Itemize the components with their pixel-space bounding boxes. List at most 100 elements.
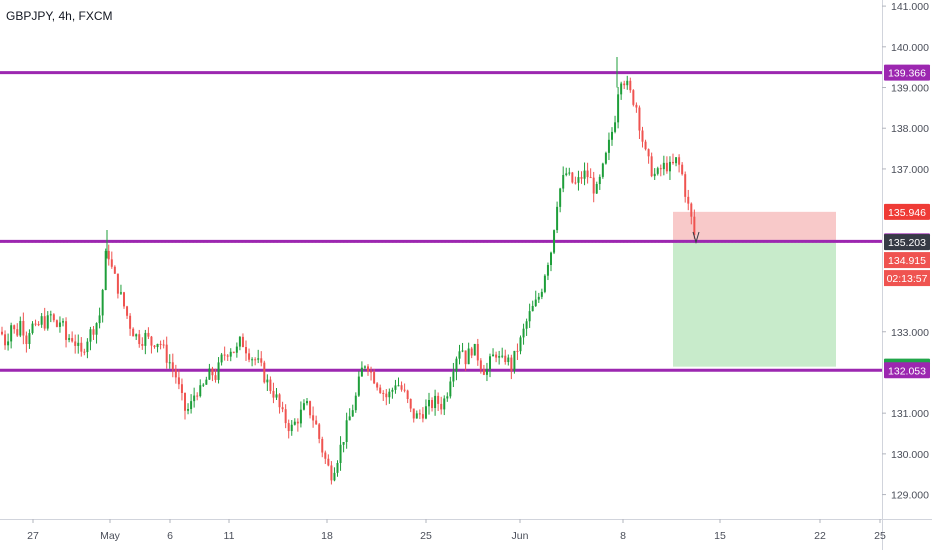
candle-body (135, 334, 138, 337)
symbol-title[interactable]: GBPJPY, 4h, FXCM (6, 9, 113, 23)
candle-body (132, 328, 135, 337)
candle-body (232, 351, 235, 353)
candle-body (123, 292, 125, 307)
candle-body (501, 355, 504, 357)
candle-body (647, 149, 650, 157)
candle-body (80, 342, 83, 352)
candle-body (546, 265, 549, 276)
price-axis[interactable]: 129.000 130.000 131.000 133.000 137.000 138.0… (882, 0, 929, 550)
candle-body (562, 174, 565, 189)
price-tick-label: 133.000 (891, 327, 929, 339)
down-arrow-icon (692, 231, 700, 244)
candle-body (284, 409, 287, 424)
candle-body (623, 83, 626, 86)
candle-body (431, 400, 434, 409)
time-axis[interactable]: 27 May 6 11 18 25 Jun 8 15 22 25 (0, 519, 932, 542)
candle-body (559, 188, 562, 207)
candle-body (650, 156, 653, 177)
candle-body (479, 360, 482, 370)
candle-body (586, 170, 589, 178)
candle-body (675, 157, 678, 164)
time-tick-label: 25 (420, 530, 432, 542)
countdown-price-tag (884, 252, 930, 269)
candle-body (241, 336, 244, 348)
candle-body (4, 334, 7, 346)
candle-body (71, 338, 74, 342)
candle-body (235, 346, 238, 353)
candle-body (159, 343, 162, 345)
candle-body (211, 368, 214, 376)
price-tick-label: 130.000 (891, 449, 929, 461)
candle-body (205, 379, 208, 385)
candle-body (382, 392, 385, 394)
candle-body (345, 420, 348, 443)
candle-body (348, 416, 351, 421)
candle-body (458, 351, 461, 359)
candle-body (632, 90, 635, 105)
candle-body (248, 353, 251, 360)
candle-body (52, 314, 55, 321)
candle-body (113, 266, 116, 274)
candle-body (611, 131, 613, 140)
candle-body (363, 366, 366, 368)
candle-body (668, 161, 671, 172)
candle-body (620, 83, 623, 95)
candle-body (434, 395, 437, 409)
time-tick-label: 8 (620, 530, 626, 542)
candle-body (260, 358, 263, 363)
candle-body (193, 395, 196, 402)
candle-body (601, 163, 604, 177)
stop-loss-price-tag-label: 135.946 (888, 207, 926, 219)
candle-body (217, 362, 220, 380)
candle-body (482, 369, 485, 375)
candle-body (226, 355, 229, 357)
candle-body (321, 438, 324, 453)
candle-body (263, 362, 266, 383)
candle-body (534, 299, 537, 306)
candle-body (693, 216, 696, 235)
level-price-tag-label: 139.366 (888, 68, 926, 80)
stop-loss-zone (673, 211, 836, 242)
candle-body (104, 250, 107, 291)
candle-body (315, 420, 318, 425)
candle-body (187, 409, 190, 411)
candle-body (141, 344, 144, 346)
candle-body (281, 407, 284, 410)
candle-body (531, 305, 534, 312)
candle-body (74, 341, 77, 346)
candle-body (580, 177, 583, 179)
candle-body (473, 343, 476, 356)
candle-body (150, 336, 153, 346)
candle-body (275, 394, 278, 398)
level-price-tag (884, 64, 930, 81)
candle-body (550, 252, 552, 266)
candle-body (165, 344, 168, 363)
stop-loss-price-tag (884, 203, 930, 220)
candle-body (16, 329, 19, 336)
candle-body (577, 177, 580, 183)
candle-body (138, 334, 141, 345)
candle-body (412, 408, 415, 419)
candle-body (571, 172, 574, 183)
candle-body (58, 322, 61, 327)
candle-body (162, 344, 165, 346)
candle-body (424, 406, 427, 419)
candle-body (400, 385, 403, 390)
horizontal-levels (0, 71, 882, 372)
candle-body (357, 376, 360, 396)
candle-body (156, 343, 159, 348)
position-zones (673, 211, 836, 367)
candle-body (452, 371, 455, 382)
candle-body (467, 348, 470, 365)
candle-body (437, 395, 440, 404)
candle-body (336, 462, 339, 473)
candle-body (293, 421, 296, 425)
price-tick-label: 139.000 (891, 83, 929, 95)
candle-body (406, 390, 409, 400)
time-tick-label: 18 (321, 530, 333, 542)
candle-body (428, 400, 430, 407)
countdown-timer-label: 02:13:57 (887, 273, 928, 285)
candle-body (629, 80, 632, 91)
candle-body (681, 164, 684, 175)
